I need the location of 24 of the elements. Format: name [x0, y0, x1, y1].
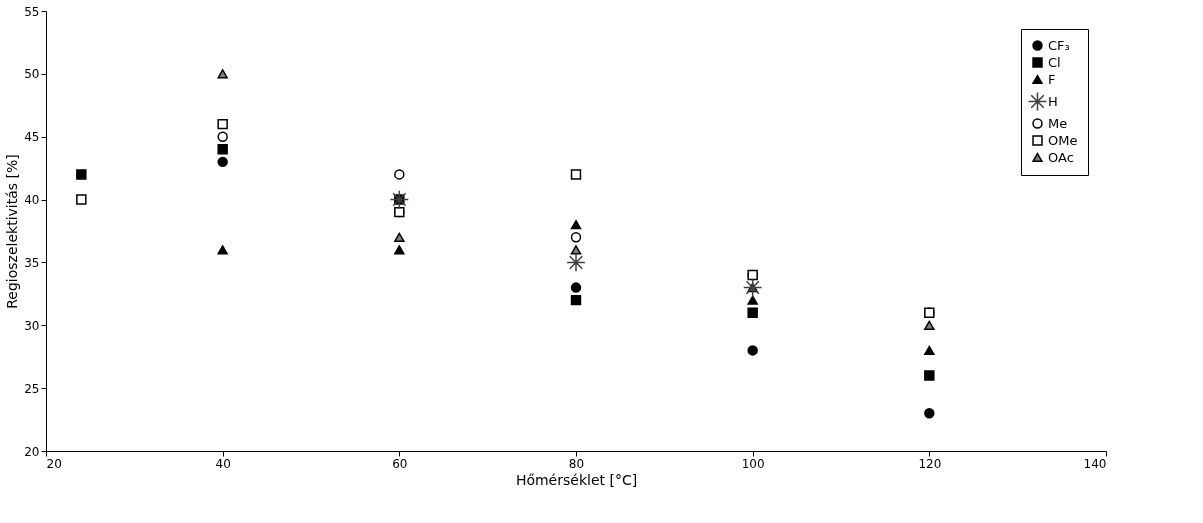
y-tick-label: 50: [24, 67, 40, 82]
x-tick-label: 80: [568, 456, 585, 471]
legend-label: CF₃: [1048, 37, 1070, 53]
x-tick-label: 20: [46, 456, 62, 471]
legend-label: Cl: [1048, 54, 1061, 70]
legend-label: OMe: [1048, 132, 1078, 148]
y-tick-label: 20: [24, 444, 40, 459]
y-tick-label: 45: [24, 130, 40, 145]
legend-label: F: [1048, 71, 1056, 87]
x-tick-label: 60: [392, 456, 408, 471]
y-tick-label: 55: [24, 4, 40, 19]
x-tick-label: 140: [1083, 456, 1107, 471]
x-tick-label: 100: [741, 456, 765, 471]
x-tick-label: 120: [918, 456, 942, 471]
legend-label: OAc: [1048, 149, 1074, 165]
x-tick-label: 40: [215, 456, 231, 471]
y-tick-label: 30: [24, 318, 40, 333]
y-tick-label: 35: [24, 255, 40, 270]
x-axis-title: Hőmérséklet [°C]: [515, 471, 638, 488]
y-axis-title: Regioszelektivitás [%]: [4, 154, 21, 309]
y-tick-label: 25: [24, 381, 40, 396]
y-tick-label: 40: [24, 193, 40, 208]
legend-label: Me: [1048, 115, 1068, 131]
legend-label: H: [1048, 93, 1058, 109]
